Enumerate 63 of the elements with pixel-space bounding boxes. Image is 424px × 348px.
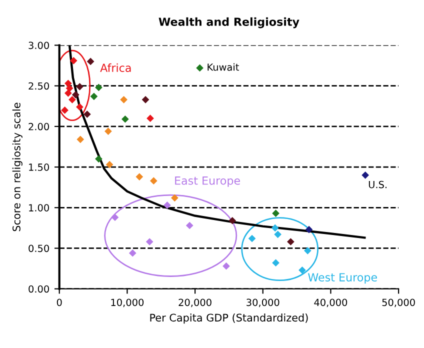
y-tick-label: 0.50 (28, 244, 49, 252)
point (274, 230, 282, 238)
point (68, 96, 76, 104)
point (304, 247, 312, 254)
point (222, 262, 230, 270)
annotation: U.S. (368, 180, 387, 188)
y-tick-label: 1.50 (29, 164, 49, 171)
point (72, 91, 80, 98)
point (64, 80, 72, 88)
point (64, 89, 72, 97)
point (111, 214, 119, 222)
point (84, 110, 91, 118)
y-tick-label: 1.00 (29, 204, 49, 212)
point (287, 238, 294, 246)
y-tick-label: 0.00 (28, 285, 49, 293)
point (196, 64, 204, 72)
point (128, 249, 136, 257)
point (70, 56, 78, 64)
point (76, 103, 84, 111)
x-tick-label: 0 (56, 298, 62, 306)
point (120, 96, 128, 104)
point (186, 222, 194, 230)
point (362, 171, 369, 179)
annotation: Kuwait (208, 63, 239, 71)
point (272, 259, 280, 267)
x-tick-label: 40,000 (314, 298, 348, 308)
x-tick-label: 30,000 (246, 298, 280, 308)
point (142, 96, 150, 104)
x-tick-label: 10,000 (111, 298, 144, 308)
text: Africa (100, 63, 131, 72)
point (86, 58, 94, 66)
point (298, 266, 306, 274)
point (76, 82, 84, 90)
point (305, 226, 313, 234)
point (104, 128, 112, 135)
point (106, 160, 114, 168)
x-axis-title: Per Capita GDP (Standardized) (150, 314, 308, 324)
x-tick-label: 50,000 (382, 298, 415, 308)
point (272, 210, 280, 217)
point (146, 114, 154, 122)
chart-title: Wealth and Religiosity (158, 17, 300, 28)
y-tick-label: 2.50 (28, 82, 49, 90)
point (171, 194, 178, 202)
y-axis-title: Score on religiosity scale (12, 102, 22, 232)
point (90, 92, 98, 100)
point (95, 155, 102, 163)
y-tick-label: 2.00 (28, 122, 49, 130)
point (248, 234, 256, 242)
point (121, 115, 129, 123)
series-label: East Europe (175, 176, 240, 187)
point (146, 238, 154, 246)
point (61, 106, 68, 114)
point (76, 136, 84, 144)
point (150, 177, 158, 185)
point (136, 173, 144, 180)
point (66, 84, 74, 92)
point (228, 216, 236, 224)
y-tick-label: 3.00 (28, 42, 49, 50)
point (271, 224, 279, 232)
x-tick-label: 20,000 (178, 298, 212, 308)
point (164, 202, 171, 209)
series-label: West Europe (308, 273, 377, 284)
point (95, 84, 102, 92)
